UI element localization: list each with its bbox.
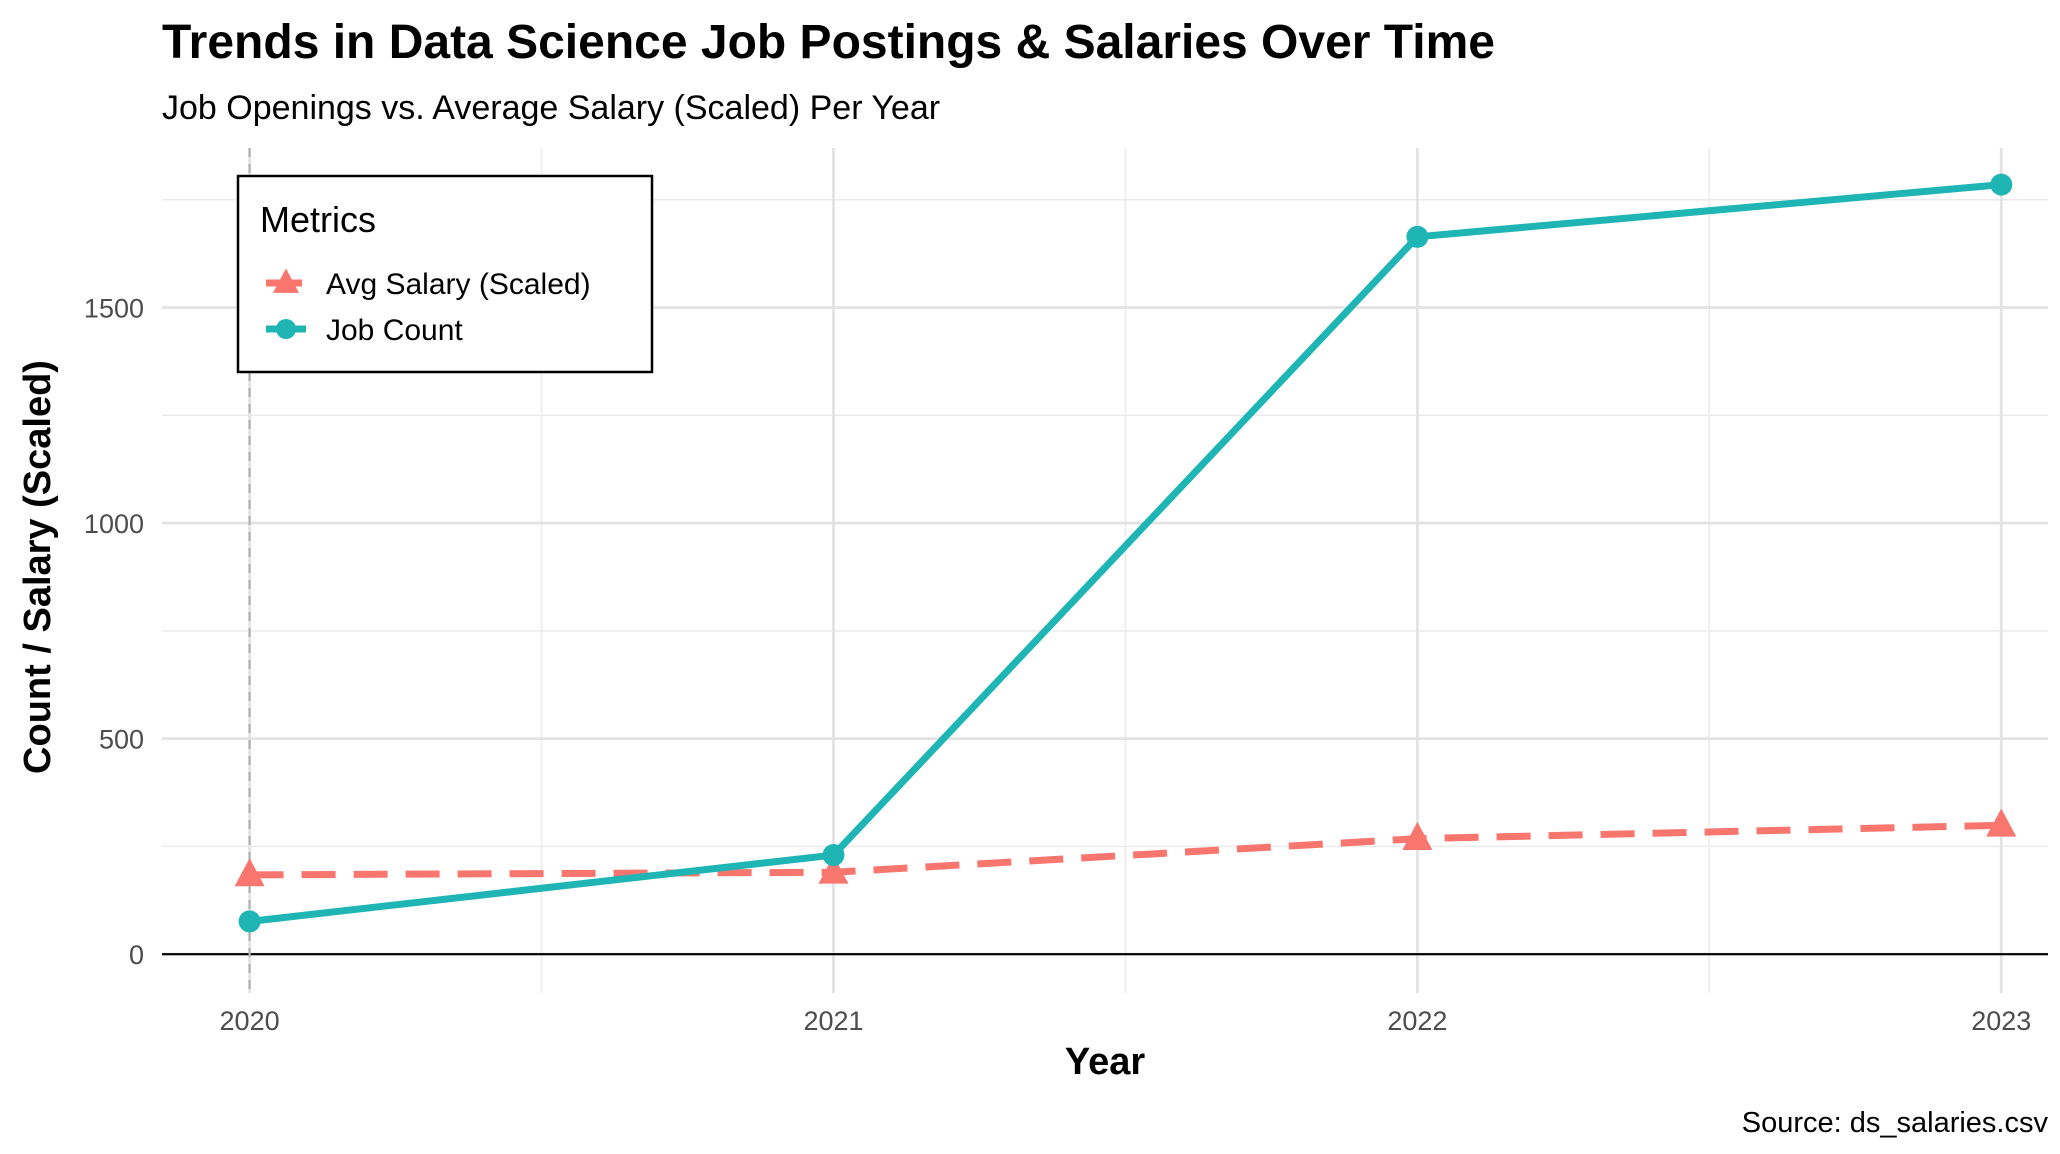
y-tick-label: 500 — [99, 725, 144, 755]
chart-subtitle: Job Openings vs. Average Salary (Scaled)… — [162, 89, 940, 127]
data-point-job-count — [238, 910, 261, 933]
legend-title: Metrics — [260, 199, 376, 240]
data-point-job-count — [822, 844, 845, 867]
data-point-job-count — [1990, 173, 2013, 196]
series — [234, 173, 2017, 933]
legend-key-job-count — [266, 319, 306, 339]
legend-box — [236, 174, 654, 374]
data-point-avg-salary-scaled — [1402, 821, 1433, 850]
data-point-avg-salary-scaled — [234, 858, 265, 887]
legend-label-avg-salary: Avg Salary (Scaled) — [326, 268, 591, 301]
legend-key-avg-salary — [266, 268, 306, 293]
legend-key-marker-avg-salary-scaled — [273, 268, 299, 293]
x-tick-label: 2022 — [1387, 1006, 1447, 1036]
data-point-avg-salary-scaled — [1986, 808, 2017, 837]
x-tick-label: 2021 — [803, 1006, 863, 1036]
y-axis-title: Count / Salary (Scaled) — [17, 360, 59, 774]
x-tick-label: 2023 — [1971, 1006, 2031, 1036]
data-point-job-count — [1406, 225, 1429, 248]
legend: Metrics Avg Salary (Scaled) Job Count — [236, 174, 654, 374]
x-axis-title: Year — [1065, 1041, 1146, 1083]
y-tick-label: 0 — [129, 940, 144, 970]
legend-label-job-count: Job Count — [326, 314, 463, 347]
y-tick-label: 1000 — [84, 509, 144, 539]
series-line-avg-salary-scaled — [249, 821, 2002, 879]
chart-title: Trends in Data Science Job Postings & Sa… — [162, 16, 1495, 69]
series-line-job-count — [249, 181, 2002, 925]
x-tick-label: 2020 — [220, 1006, 280, 1036]
data-point-avg-salary-scaled — [818, 855, 849, 884]
legend-key-marker-job-count — [276, 319, 296, 339]
axes: 0 500 1000 1500 2020 2021 2022 2023 — [84, 148, 2048, 1036]
chart-caption: Source: ds_salaries.csv — [1742, 1107, 2049, 1139]
y-tick-label: 1500 — [84, 294, 144, 324]
